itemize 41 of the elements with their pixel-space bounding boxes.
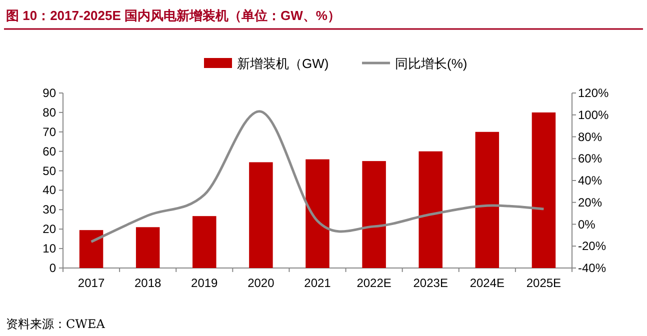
bar [475,132,500,268]
y-tick-label: 60 [42,144,56,158]
y2-tick-label: 100% [578,108,610,122]
y2-tick-label: 40% [578,174,602,188]
x-tick-label: 2023E [413,276,448,290]
y-tick-label: 80 [42,105,56,120]
bar [136,227,160,268]
x-tick-label: 2025E [526,276,562,290]
legend-label: 同比增长(%) [395,56,468,71]
y-tick-label: 10 [42,242,56,256]
y2-tick-label: -40% [578,261,606,275]
y2-tick-label: 0% [578,217,596,232]
x-tick-label: 2017 [78,276,105,290]
y-tick-label: 70 [42,124,56,139]
bar [362,161,386,268]
y-tick-label: 0 [49,261,56,275]
chart-title: 图 10：2017-2025E 国内风电新增装机（单位：GW、%） [6,8,340,23]
y-tick-label: 30 [42,202,56,217]
bar [79,230,104,268]
bar [418,151,442,268]
bar [249,162,273,268]
legend-label: 新增装机（GW) [237,56,329,71]
bar [192,216,216,268]
bar [306,159,330,268]
x-tick-label: 2021 [304,276,332,290]
x-tick-label: 2018 [134,276,162,290]
y2-tick-label: 60% [578,152,602,166]
x-tick-label: 2022E [356,276,392,290]
bar [532,112,556,268]
y-tick-label: 50 [42,164,56,178]
y2-tick-label: -20% [578,239,606,254]
y2-tick-label: 80% [578,130,602,144]
x-tick-label: 2020 [248,276,275,290]
x-tick-label: 2019 [191,276,218,290]
y-tick-label: 40 [42,183,56,198]
y-tick-label: 90 [42,86,56,100]
text: 资料来源：CWEA [6,317,106,331]
y-tick-label: 20 [42,222,56,236]
x-tick-label: 2024E [470,276,505,290]
y2-tick-label: 120% [578,86,610,100]
y2-tick-label: 20% [578,195,602,210]
